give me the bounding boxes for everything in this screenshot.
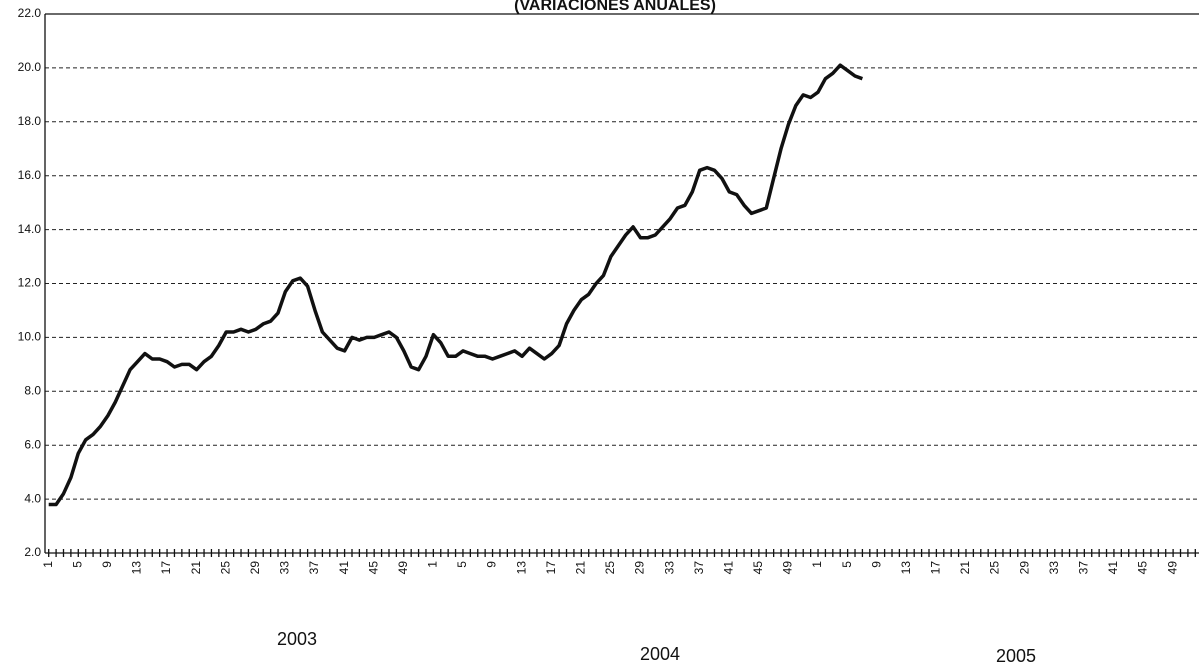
- x-tick-label: 49: [1165, 561, 1179, 575]
- year-label: 2003: [277, 629, 317, 649]
- x-tick-label: 45: [1136, 561, 1150, 575]
- x-tick-label: 29: [1017, 561, 1031, 575]
- x-tick-label: 5: [455, 561, 469, 568]
- x-tick-label: 29: [248, 561, 262, 575]
- x-tick-label: 25: [218, 561, 232, 575]
- data-line: [48, 63, 863, 507]
- x-tick-label: 17: [159, 561, 173, 575]
- x-tick-label: 37: [307, 561, 321, 575]
- x-tick-label: 33: [662, 561, 676, 575]
- x-tick-label: 41: [1106, 561, 1120, 575]
- x-tick-label: 21: [189, 561, 203, 575]
- x-tick-label: 45: [751, 561, 765, 575]
- y-tick-label: 10.0: [18, 330, 42, 344]
- x-tick-label: 5: [840, 561, 854, 568]
- y-tick-label: 2.0: [24, 545, 41, 559]
- y-tick-label: 18.0: [18, 114, 42, 128]
- x-tick-label: 41: [337, 561, 351, 575]
- x-tick-label: 49: [781, 561, 795, 575]
- x-tick-label: 1: [41, 561, 55, 568]
- y-tick-label: 8.0: [24, 383, 41, 397]
- x-tick-label: 17: [929, 561, 943, 575]
- y-tick-label: 20.0: [18, 60, 42, 74]
- year-label: 2005: [996, 646, 1036, 666]
- year-label: 2004: [640, 644, 680, 664]
- x-tick-label: 33: [1047, 561, 1061, 575]
- y-tick-label: 14.0: [18, 222, 42, 236]
- y-tick-label: 22.0: [18, 6, 42, 20]
- x-tick-label: 1: [426, 561, 440, 568]
- x-tick-label: 5: [70, 561, 84, 568]
- x-tick-label: 1: [810, 561, 824, 568]
- x-tick-label: 25: [603, 561, 617, 575]
- x-tick-label: 13: [899, 561, 913, 575]
- x-tick-label: 21: [573, 561, 587, 575]
- x-tick-label: 45: [366, 561, 380, 575]
- chart-title: (VARIACIONES ANUALES): [514, 0, 716, 14]
- y-tick-label: 12.0: [18, 276, 42, 290]
- x-tick-label: 37: [692, 561, 706, 575]
- x-tick-label: 21: [958, 561, 972, 575]
- y-tick-label: 6.0: [24, 437, 41, 451]
- x-tick-label: 37: [1077, 561, 1091, 575]
- x-tick-label: 41: [721, 561, 735, 575]
- x-tick-label: 33: [278, 561, 292, 575]
- x-tick-label: 9: [869, 561, 883, 568]
- x-tick-label: 13: [514, 561, 528, 575]
- y-tick-label: 4.0: [24, 491, 41, 505]
- y-tick-label: 16.0: [18, 168, 42, 182]
- x-tick-label: 49: [396, 561, 410, 575]
- x-tick-label: 13: [130, 561, 144, 575]
- x-tick-label: 9: [485, 561, 499, 568]
- x-tick-label: 25: [988, 561, 1002, 575]
- x-tick-label: 17: [544, 561, 558, 575]
- x-tick-label: 9: [100, 561, 114, 568]
- x-tick-label: 29: [633, 561, 647, 575]
